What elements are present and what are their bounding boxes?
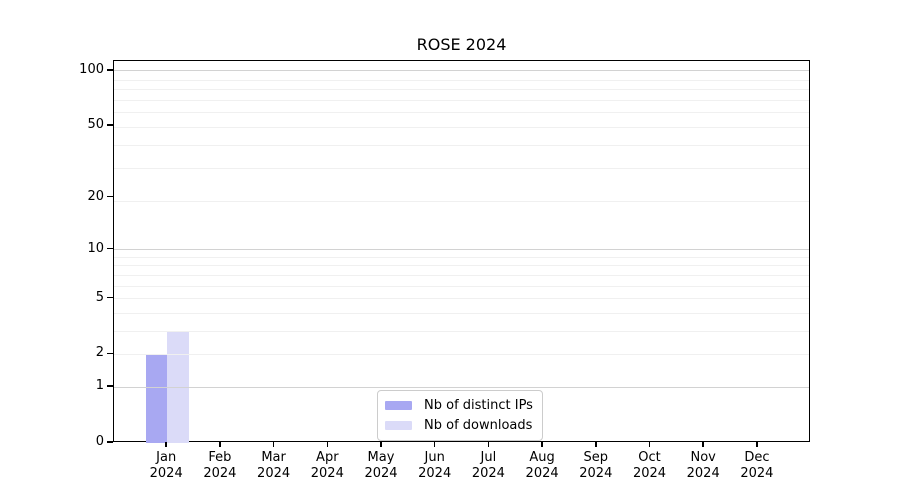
minor-gridline bbox=[114, 265, 809, 267]
legend-item: Nb of downloads bbox=[385, 416, 533, 435]
x-tick-label: Feb 2024 bbox=[189, 450, 251, 482]
minor-gridline bbox=[114, 112, 809, 114]
minor-gridline bbox=[114, 168, 809, 170]
x-tick-month: Sep bbox=[583, 450, 609, 465]
x-tick-label: Jun 2024 bbox=[404, 450, 466, 482]
legend-color-swatch bbox=[385, 401, 412, 410]
minor-gridline bbox=[114, 312, 809, 314]
x-tick-year: 2024 bbox=[740, 466, 774, 481]
y-tick-label: 0 bbox=[95, 434, 104, 449]
x-tick-label: Jan 2024 bbox=[135, 450, 197, 482]
x-tick-mark bbox=[756, 442, 758, 447]
minor-gridline bbox=[114, 330, 809, 332]
x-tick-year: 2024 bbox=[149, 466, 183, 481]
x-tick-label: Mar 2024 bbox=[243, 450, 305, 482]
x-tick-year: 2024 bbox=[579, 466, 613, 481]
x-tick-label: Nov 2024 bbox=[672, 450, 734, 482]
y-tick-label: 20 bbox=[87, 188, 104, 204]
minor-gridline bbox=[114, 145, 809, 147]
y-tick-mark bbox=[107, 69, 113, 71]
x-tick-month: Jan bbox=[156, 450, 177, 465]
x-tick-year: 2024 bbox=[418, 466, 452, 481]
x-tick-month: Jun bbox=[424, 450, 445, 465]
minor-gridline bbox=[114, 274, 809, 276]
chart-title: ROSE 2024 bbox=[416, 35, 507, 54]
legend-label: Nb of downloads bbox=[424, 418, 533, 433]
y-tick-label: 5 bbox=[95, 289, 104, 305]
legend-label: Nb of distinct IPs bbox=[424, 398, 533, 413]
x-tick-month: Oct bbox=[638, 450, 661, 465]
y-tick-mark bbox=[107, 296, 113, 299]
x-tick-mark bbox=[380, 442, 382, 447]
y-tick-mark bbox=[107, 385, 113, 387]
y-tick-mark bbox=[107, 247, 113, 250]
x-tick-month: Aug bbox=[529, 450, 555, 465]
x-tick-year: 2024 bbox=[203, 466, 237, 481]
y-tick-label: 1 bbox=[95, 378, 104, 394]
x-tick-mark bbox=[487, 442, 490, 447]
legend: Nb of distinct IPs Nb of downloads bbox=[377, 390, 543, 441]
x-tick-month: Jul bbox=[480, 450, 497, 465]
x-tick-year: 2024 bbox=[471, 466, 505, 481]
x-tick-mark bbox=[219, 442, 221, 447]
y-tick-mark bbox=[107, 352, 113, 355]
x-tick-mark bbox=[165, 442, 167, 447]
major-gridline bbox=[114, 249, 809, 251]
x-tick-year: 2024 bbox=[525, 466, 559, 481]
minor-gridline bbox=[114, 298, 809, 300]
minor-gridline bbox=[114, 256, 809, 258]
y-tick-label: 2 bbox=[95, 345, 104, 361]
gridlines-layer bbox=[114, 61, 809, 441]
x-tick-year: 2024 bbox=[364, 466, 398, 481]
x-tick-year: 2024 bbox=[632, 466, 667, 481]
x-tick-mark bbox=[433, 442, 436, 447]
y-tick-label: 50 bbox=[87, 117, 104, 133]
x-tick-month: Dec bbox=[744, 450, 770, 465]
x-tick-mark bbox=[541, 442, 543, 447]
minor-gridline bbox=[114, 285, 809, 287]
y-tick-mark bbox=[107, 195, 113, 198]
x-tick-label: Aug 2024 bbox=[511, 450, 573, 482]
major-gridline bbox=[114, 386, 809, 388]
x-tick-month: Feb bbox=[208, 450, 232, 465]
x-tick-label: Sep 2024 bbox=[565, 450, 627, 482]
minor-gridline bbox=[114, 89, 809, 91]
x-tick-label: Jul 2024 bbox=[457, 450, 519, 482]
y-tick-label: 100 bbox=[79, 61, 104, 77]
x-tick-label: May 2024 bbox=[350, 450, 412, 482]
minor-gridline bbox=[114, 79, 809, 81]
minor-gridline bbox=[114, 127, 809, 129]
major-gridline bbox=[114, 70, 809, 72]
legend-color-swatch bbox=[385, 421, 412, 430]
x-tick-year: 2024 bbox=[310, 466, 344, 481]
bar-distinct-ips-jan bbox=[145, 354, 168, 443]
plot-area: Nb of distinct IPs Nb of downloads bbox=[113, 60, 810, 443]
x-tick-mark bbox=[595, 442, 597, 447]
x-tick-year: 2024 bbox=[686, 466, 720, 481]
legend-item: Nb of distinct IPs bbox=[385, 396, 533, 415]
y-tick-label: 10 bbox=[87, 240, 104, 256]
x-tick-mark bbox=[702, 442, 704, 447]
x-tick-label: Oct 2024 bbox=[619, 450, 681, 482]
minor-gridline bbox=[114, 100, 809, 102]
x-tick-year: 2024 bbox=[257, 466, 291, 481]
x-tick-month: Mar bbox=[261, 450, 286, 465]
y-tick-mark bbox=[107, 441, 113, 443]
x-tick-month: Nov bbox=[690, 450, 716, 465]
minor-gridline bbox=[114, 353, 809, 355]
x-tick-month: May bbox=[367, 450, 395, 465]
x-tick-mark bbox=[326, 442, 329, 447]
x-tick-label: Dec 2024 bbox=[726, 450, 788, 482]
x-tick-month: Apr bbox=[316, 450, 339, 465]
minor-gridline bbox=[114, 201, 809, 203]
x-tick-mark bbox=[648, 442, 651, 447]
x-tick-label: Apr 2024 bbox=[296, 450, 358, 482]
x-tick-mark bbox=[272, 442, 275, 447]
y-tick-mark bbox=[107, 124, 113, 126]
